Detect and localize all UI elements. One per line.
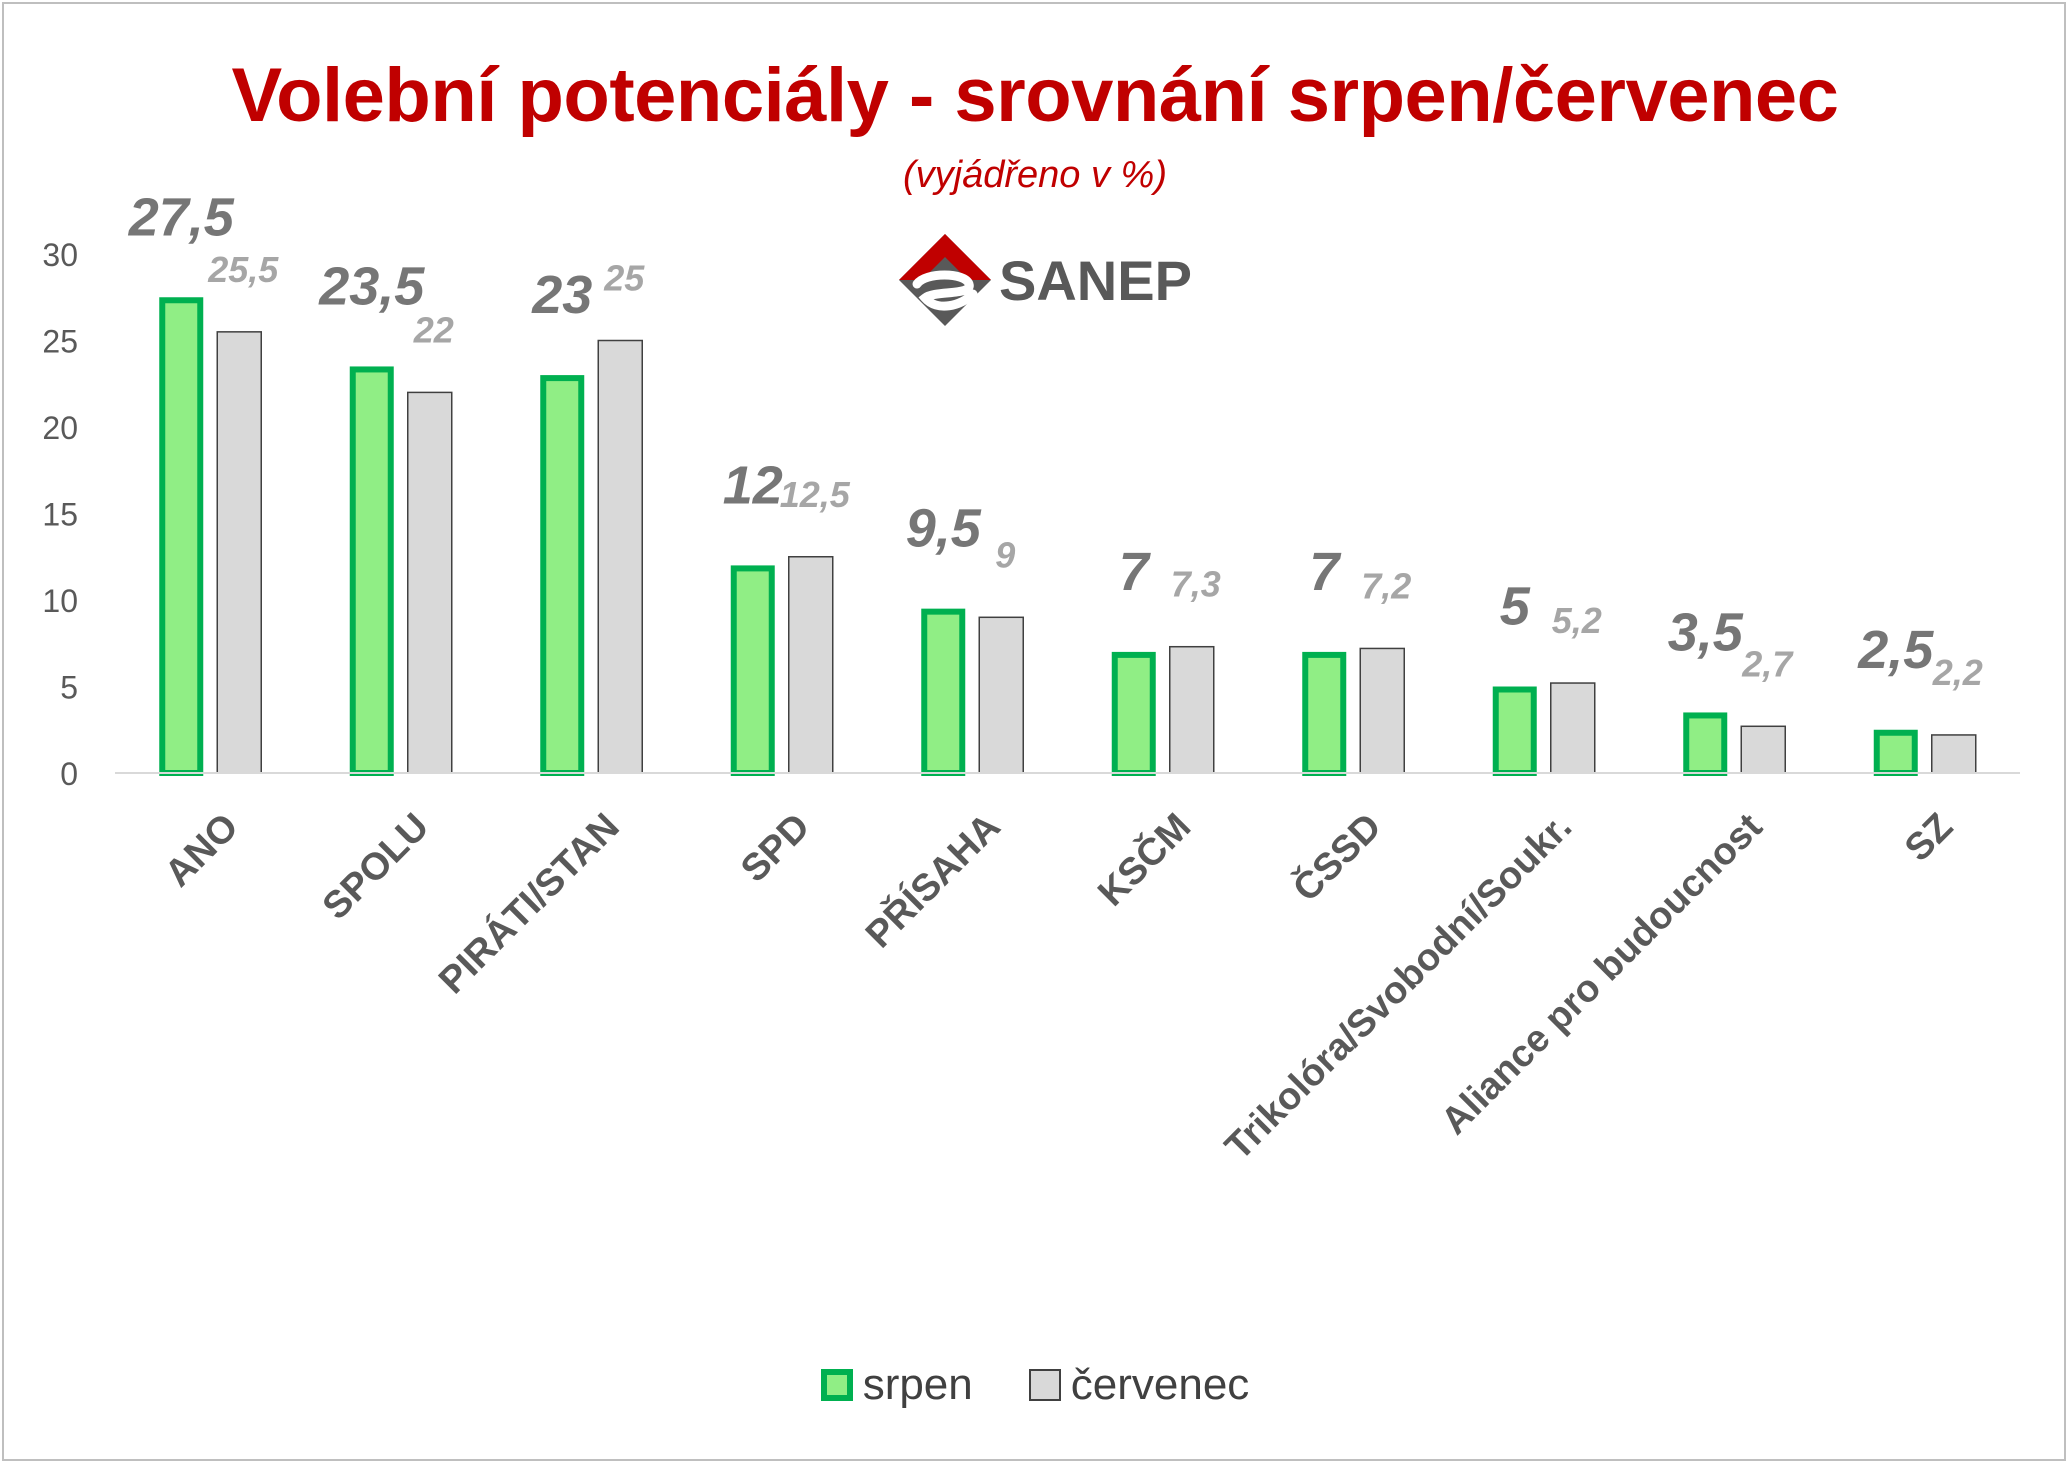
legend-label-cervenec: červenec xyxy=(1070,1360,1250,1409)
value-label-cervenec: 7,2 xyxy=(1361,565,1411,606)
bar-srpen xyxy=(1302,651,1347,777)
category-label: Trikolóra/Svobodní/Soukr. xyxy=(1217,806,1580,1169)
category-label: SZ xyxy=(1897,806,1961,870)
y-tick-label: 30 xyxy=(42,237,78,273)
bar-srpen xyxy=(921,608,966,777)
value-label-srpen: 23,5 xyxy=(318,256,425,316)
category-label: SPOLU xyxy=(315,806,437,928)
bar-srpen xyxy=(1492,686,1537,776)
legend-swatch-srpen xyxy=(820,1369,853,1401)
value-label-srpen: 7 xyxy=(1309,542,1342,602)
value-label-srpen: 2,5 xyxy=(1857,620,1934,680)
category-label: ČSSD xyxy=(1283,804,1389,910)
value-label-cervenec: 5,2 xyxy=(1552,600,1602,641)
bars xyxy=(159,297,1977,777)
bar-srpen xyxy=(159,297,204,776)
value-label-srpen: 9,5 xyxy=(906,499,982,559)
bar-srpen xyxy=(1111,651,1156,777)
bar-srpen xyxy=(1683,712,1728,777)
value-label-cervenec: 2,7 xyxy=(1741,643,1794,684)
value-label-cervenec: 2,2 xyxy=(1932,652,1983,693)
value-label-srpen: 23 xyxy=(531,265,592,325)
category-label: Aliance pro budoucnost xyxy=(1433,805,1770,1142)
value-label-srpen: 3,5 xyxy=(1668,602,1744,662)
legend-item-cervenec: červenec xyxy=(1028,1360,1250,1410)
bar-srpen xyxy=(349,366,394,776)
value-label-cervenec: 25,5 xyxy=(207,249,279,290)
category-label: PŘÍSAHA xyxy=(857,804,1009,956)
sanep-logo-text: SANEP xyxy=(999,249,1192,312)
bar-cervenec xyxy=(1550,682,1596,774)
category-label: ANO xyxy=(157,806,246,895)
value-label-cervenec: 7,3 xyxy=(1171,564,1221,605)
category-label: PIRÁTI/STAN xyxy=(430,804,628,1002)
y-tick-label: 10 xyxy=(42,583,78,619)
value-label-srpen: 7 xyxy=(1119,542,1152,602)
bar-srpen xyxy=(540,375,585,776)
chart-subtitle: (vyjádřeno v %) xyxy=(903,154,1167,196)
legend-label-srpen: srpen xyxy=(862,1360,973,1409)
value-label-srpen: 12 xyxy=(723,455,783,515)
y-tick-label: 0 xyxy=(60,756,78,792)
value-label-srpen: 5 xyxy=(1500,577,1531,637)
sanep-logo-icon xyxy=(899,234,991,326)
value-label-cervenec: 25 xyxy=(603,258,645,299)
bar-cervenec xyxy=(1169,645,1215,774)
bar-cervenec xyxy=(597,339,643,774)
sanep-logo: SANEP xyxy=(899,234,1192,326)
chart-title: Volební potenciály - srovnání srpen/červ… xyxy=(231,53,1839,138)
value-label-cervenec: 22 xyxy=(413,309,454,350)
value-label-cervenec: 12,5 xyxy=(780,474,851,515)
bar-cervenec xyxy=(978,616,1024,774)
bar-srpen xyxy=(1873,729,1918,776)
y-tick-label: 15 xyxy=(42,497,78,533)
y-tick-label: 5 xyxy=(60,670,78,706)
value-label-srpen: 27,5 xyxy=(128,187,235,247)
value-label-cervenec: 9 xyxy=(995,534,1015,575)
bar-cervenec xyxy=(216,331,262,774)
bar-cervenec xyxy=(788,556,834,774)
y-axis: 0 5 10 15 20 25 30 xyxy=(42,237,78,792)
y-tick-label: 20 xyxy=(42,410,78,446)
bar-cervenec xyxy=(407,391,453,774)
bar-cervenec xyxy=(1359,647,1405,774)
bar-cervenec xyxy=(1740,725,1786,774)
category-label: KSČM xyxy=(1088,804,1199,915)
category-label: SPD xyxy=(733,806,818,891)
legend-item-srpen: srpen xyxy=(820,1360,973,1410)
legend: srpen červenec xyxy=(0,1360,2070,1410)
bar-cervenec xyxy=(1931,734,1977,774)
y-tick-label: 25 xyxy=(42,324,78,360)
legend-swatch-cervenec xyxy=(1028,1369,1061,1401)
bar-srpen xyxy=(730,565,775,777)
